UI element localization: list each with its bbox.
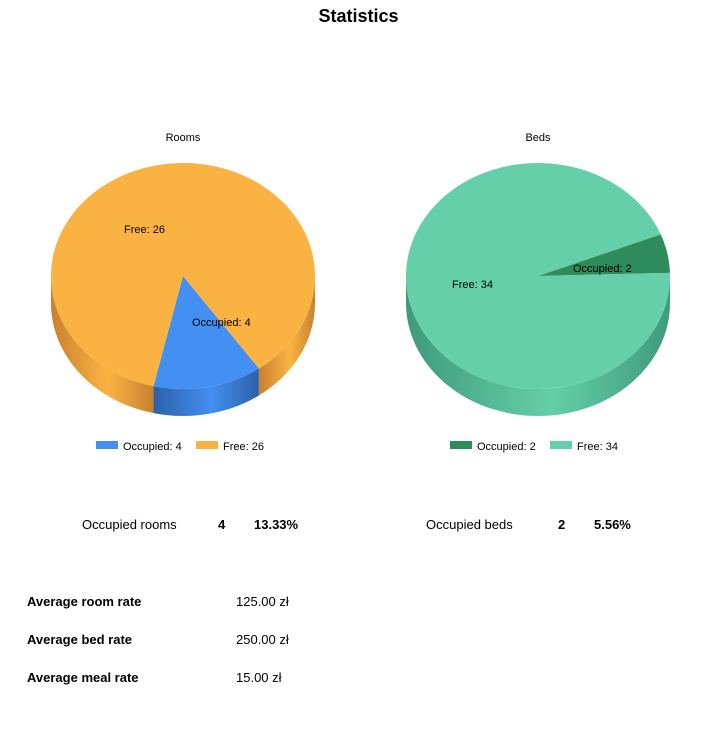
beds-pie-chart: Occupied: 2 Free: 34 Beds Occupied: 2 Fre… (406, 132, 670, 453)
occupied-rooms-percent: 13.33% (254, 517, 299, 532)
rooms-slice-free (51, 163, 316, 387)
beds-legend: Occupied: 2 Free: 34 (450, 441, 618, 453)
occupied-beds-percent: 5.56% (594, 517, 631, 532)
average-room-rate-value: 125.00 zł (236, 594, 289, 609)
beds-slice-occupied (538, 234, 670, 276)
beds-slice-label-free: Free: 34 (452, 279, 493, 291)
rooms-pie-chart: Occupied: 4 Free: 26 Rooms Occupied: 4 Fr… (51, 132, 316, 453)
beds-legend-swatch-free (550, 441, 572, 449)
page-title: Statistics (318, 6, 399, 26)
rooms-slice-side-free (51, 276, 154, 414)
rooms-slice-label-free: Free: 26 (124, 224, 165, 236)
beds-legend-label-free: Free: 34 (577, 441, 618, 453)
rooms-legend-swatch-free (196, 441, 218, 449)
beds-legend-swatch-occupied (450, 441, 472, 449)
rooms-slice-label-occupied: Occupied: 4 (192, 317, 251, 329)
rooms-legend-swatch-occupied (96, 441, 118, 449)
rooms-chart-title: Rooms (166, 132, 201, 144)
occupied-beds-label: Occupied beds (426, 517, 513, 532)
occupied-rooms-count: 4 (218, 517, 226, 532)
rooms-slice-side-occupied (153, 368, 259, 416)
occupied-beds-count: 2 (558, 517, 566, 532)
beds-legend-label-occupied: Occupied: 2 (477, 441, 536, 453)
rooms-slice-occupied (153, 276, 259, 389)
rooms-legend-label-free: Free: 26 (223, 441, 264, 453)
average-meal-rate-label: Average meal rate (27, 670, 139, 685)
beds-slice-free (406, 163, 670, 390)
rooms-slice-side-free (258, 276, 315, 396)
average-bed-rate-label: Average bed rate (27, 632, 133, 647)
beds-slice-label-occupied: Occupied: 2 (573, 263, 632, 275)
average-meal-rate-value: 15.00 zł (236, 670, 282, 685)
beds-slice-side-free (406, 276, 670, 416)
occupied-rooms-label: Occupied rooms (82, 517, 177, 532)
rooms-legend: Occupied: 4 Free: 26 (96, 441, 264, 453)
rooms-legend-label-occupied: Occupied: 4 (123, 441, 182, 453)
average-bed-rate-value: 250.00 zł (236, 632, 289, 647)
beds-chart-title: Beds (525, 132, 551, 144)
average-room-rate-label: Average room rate (27, 594, 142, 609)
